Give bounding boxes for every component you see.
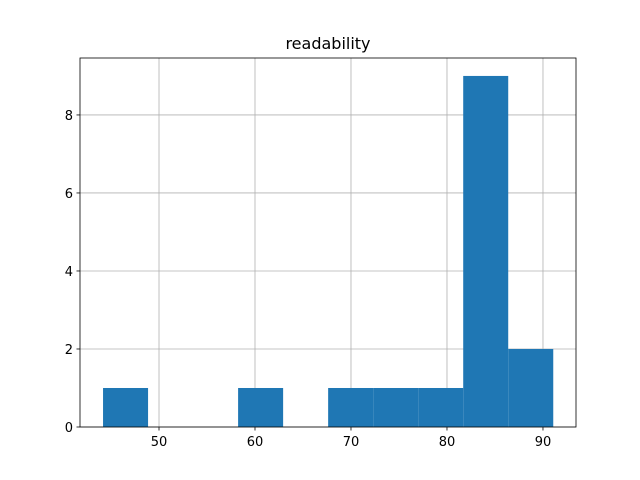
chart-title: readability xyxy=(285,34,370,53)
x-tick-label: 80 xyxy=(439,435,456,450)
x-tick-label: 90 xyxy=(535,435,552,450)
x-tick-label: 70 xyxy=(343,435,360,450)
y-tick-label: 0 xyxy=(65,421,73,436)
bar xyxy=(508,348,554,427)
bar xyxy=(238,387,284,427)
y-tick-label: 4 xyxy=(65,265,73,280)
x-tick-label: 60 xyxy=(247,435,264,450)
y-tick-label: 6 xyxy=(65,187,73,202)
bar xyxy=(103,387,149,427)
x-tick-label: 50 xyxy=(151,435,168,450)
bar xyxy=(373,387,419,427)
y-tick-label: 2 xyxy=(65,343,73,358)
bar xyxy=(418,387,464,427)
bar xyxy=(463,75,509,427)
y-tick-label: 8 xyxy=(65,109,73,124)
plot-frame xyxy=(79,57,577,428)
bar xyxy=(328,387,374,427)
